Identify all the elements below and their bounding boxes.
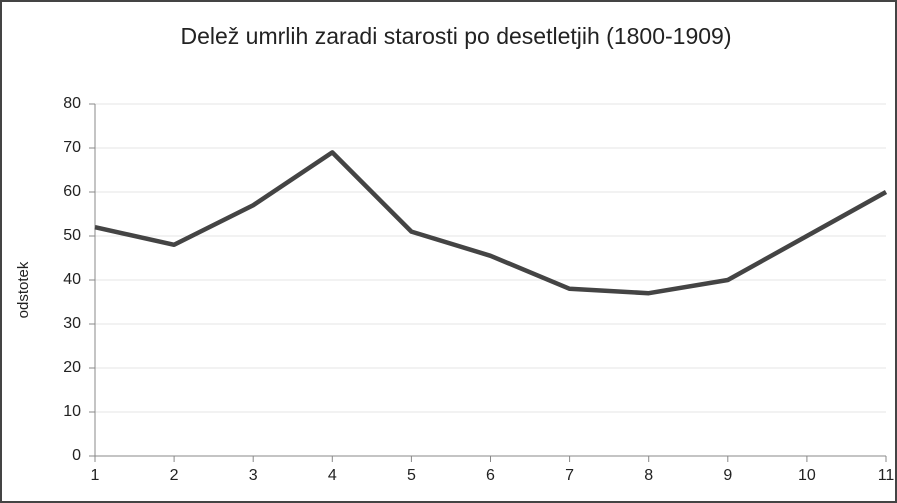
x-tick-label: 2 [170, 467, 179, 484]
x-tick-label: 3 [249, 467, 258, 484]
x-tick-label: 4 [328, 467, 337, 484]
y-tick-label: 40 [63, 271, 81, 288]
y-tick-label: 50 [63, 227, 81, 244]
data-line [94, 150, 888, 296]
x-tick-label: 9 [723, 467, 732, 484]
y-tick-label: 70 [63, 139, 81, 156]
y-tick-label: 20 [63, 359, 81, 376]
chart-title: Delež umrlih zaradi starosti po desetlet… [180, 23, 731, 49]
x-tick-label: 11 [878, 467, 895, 484]
y-axis-label: odstotek [15, 261, 32, 318]
x-tick-label: 8 [644, 467, 653, 484]
y-tick-label: 60 [63, 183, 81, 200]
x-tick-label: 10 [798, 467, 816, 484]
y-tick-label: 80 [63, 95, 81, 112]
y-tick-label: 0 [72, 447, 81, 464]
x-tick-label: 5 [407, 467, 416, 484]
y-tick-label: 30 [63, 315, 81, 332]
x-tick-label: 1 [91, 467, 100, 484]
x-tick-label: 7 [565, 467, 574, 484]
y-tick-label: 10 [63, 403, 81, 420]
x-tick-label: 6 [486, 467, 495, 484]
